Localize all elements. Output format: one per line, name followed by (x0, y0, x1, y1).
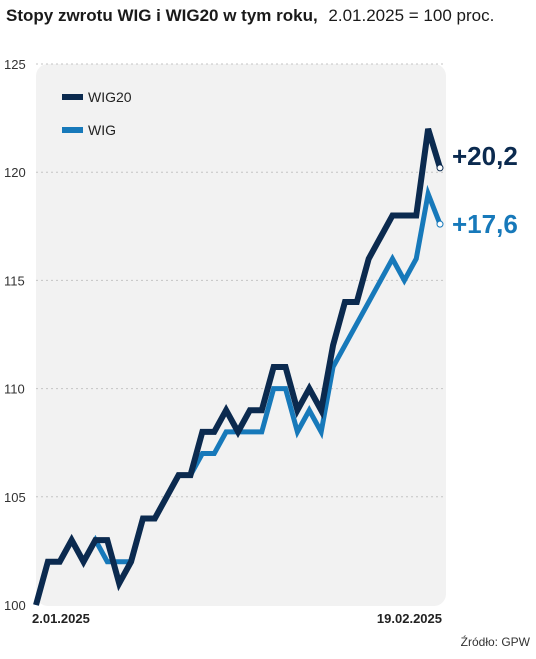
x-tick-label: 2.01.2025 (32, 611, 90, 626)
chart-subtitle: 2.01.2025 = 100 proc. (328, 6, 494, 25)
y-axis: 100 105 110 115 120 125 (4, 57, 26, 613)
end-point-wig (436, 220, 444, 228)
gridlines (36, 63, 446, 498)
legend: WIG20 WIG (62, 89, 132, 138)
end-point-wig20 (436, 164, 444, 172)
y-tick-label: 100 (4, 598, 26, 613)
source-note: Źródło: GPW (461, 634, 531, 649)
x-axis: 2.01.2025 19.02.2025 (32, 611, 442, 626)
legend-label-wig: WIG (88, 122, 116, 138)
legend-label-wig20: WIG20 (88, 89, 132, 105)
series-line-wig20 (33, 128, 443, 606)
end-value-label-wig20: +20,2 (452, 141, 518, 171)
y-tick-label: 105 (4, 490, 26, 505)
y-tick-label: 125 (4, 57, 26, 72)
chart-title-main: Stopy zwrotu WIG i WIG20 w tym roku, (6, 6, 318, 25)
x-tick-label: 19.02.2025 (377, 611, 442, 626)
end-value-label-wig: +17,6 (452, 209, 518, 239)
y-tick-label: 115 (4, 273, 25, 288)
series-group: +20,2 +17,6 (33, 128, 518, 606)
plot-background (36, 64, 446, 606)
y-tick-label: 120 (4, 165, 26, 180)
y-tick-label: 110 (4, 382, 25, 397)
chart-title: Stopy zwrotu WIG i WIG20 w tym roku, 2.0… (6, 6, 494, 25)
